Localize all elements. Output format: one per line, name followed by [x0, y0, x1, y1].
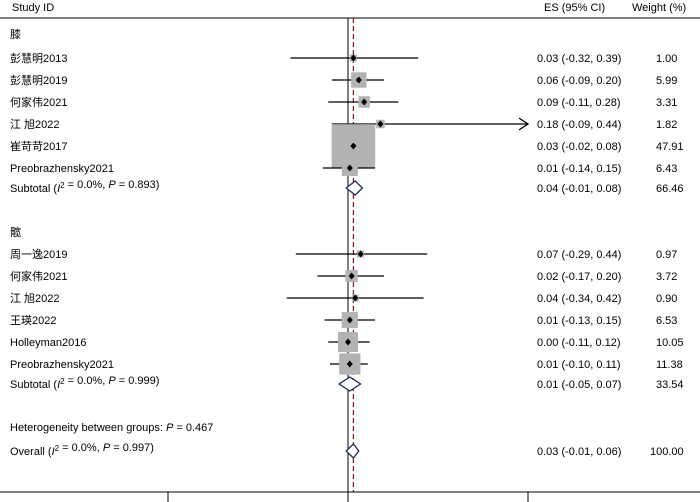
heterogeneity-prefix: Heterogeneity between groups: — [10, 422, 166, 434]
es-ci-text: 0.03 (-0.32, 0.39) — [537, 53, 621, 65]
weight-text: 0.90 — [656, 293, 677, 305]
study-name: 崔苛苛2017 — [10, 139, 67, 153]
stat-i2-symbol: I — [57, 183, 60, 195]
weight-text: 6.43 — [656, 163, 677, 175]
weight-text: 10.05 — [656, 337, 684, 349]
group-label: 髋 — [10, 225, 21, 239]
stat-i2-value: = 0.0%, — [59, 442, 103, 454]
overall-diamond — [345, 443, 360, 459]
point-estimate — [357, 250, 364, 258]
heterogeneity-text: Heterogeneity between groups: P = 0.467 — [10, 422, 213, 434]
heterogeneity-p-value: = 0.467 — [173, 422, 213, 434]
es-ci-text: 0.07 (-0.29, 0.44) — [537, 249, 621, 261]
weight-text: 3.31 — [656, 97, 677, 109]
point-estimate — [346, 360, 353, 368]
stat-label-prefix: Subtotal ( — [10, 183, 57, 195]
ci-arrow — [518, 117, 530, 131]
subtotal-diamond — [337, 376, 362, 392]
weight-text: 47.91 — [656, 141, 684, 153]
es-ci-text: 0.00 (-0.11, 0.12) — [537, 337, 621, 349]
study-name: 江 旭2022 — [10, 291, 60, 305]
study-name: 江 旭2022 — [10, 117, 60, 131]
point-estimate — [350, 142, 357, 150]
subtotal-ci-text: 0.01 (-0.05, 0.07) — [537, 379, 621, 391]
overall-ci-text: 0.03 (-0.01, 0.06) — [537, 446, 621, 458]
study-name: 王瑛2022 — [10, 314, 56, 327]
es-ci-text: 0.02 (-0.17, 0.20) — [537, 271, 621, 283]
es-ci-text: 0.01 (-0.14, 0.15) — [537, 163, 621, 175]
es-ci-text: 0.04 (-0.34, 0.42) — [537, 293, 621, 305]
study-name: 何家伟2021 — [10, 95, 67, 109]
subtotal-weight: 33.54 — [656, 379, 684, 391]
weight-text: 3.72 — [656, 271, 677, 283]
point-estimate — [350, 54, 357, 62]
stat-p-value: = 0.997) — [110, 442, 154, 454]
stat-i2-sup: 2 — [60, 181, 65, 190]
es-ci-text: 0.06 (-0.09, 0.20) — [537, 75, 621, 87]
stat-label-prefix: Overall ( — [10, 446, 52, 458]
heterogeneity-p-symbol: P — [166, 422, 174, 434]
header-es: ES (95% CI) — [544, 2, 605, 14]
subtotal-weight: 66.46 — [656, 183, 684, 195]
stat-i2-sup: 2 — [55, 444, 60, 453]
overall-label: Overall (I2 = 0.0%, P = 0.997) — [10, 442, 154, 458]
study-name: 何家伟2021 — [10, 269, 67, 283]
point-estimate — [355, 76, 362, 84]
subtotal-ci-text: 0.04 (-0.01, 0.08) — [537, 183, 621, 195]
es-ci-text: 0.09 (-0.11, 0.28) — [537, 97, 621, 109]
subtotal-label: Subtotal (I2 = 0.0%, P = 0.999) — [10, 375, 159, 391]
header-study-id: Study ID — [12, 2, 54, 14]
weight-text: 6.53 — [656, 315, 677, 327]
point-estimate — [361, 98, 368, 106]
study-name: 周一逸2019 — [10, 248, 67, 261]
point-estimate — [346, 316, 353, 324]
study-name: Preobrazhensky2021 — [10, 163, 114, 175]
point-estimate — [377, 120, 384, 128]
stat-i2-sup: 2 — [60, 377, 65, 386]
point-estimate — [346, 164, 353, 172]
header-weight: Weight (%) — [632, 2, 686, 14]
weight-text: 1.82 — [656, 119, 677, 131]
stat-i2-value: = 0.0%, — [65, 179, 109, 191]
stat-label-prefix: Subtotal ( — [10, 379, 57, 391]
weight-text: 5.99 — [656, 75, 677, 87]
stat-p-symbol: P — [108, 179, 116, 191]
stat-p-symbol: P — [103, 442, 111, 454]
study-name: Holleyman2016 — [10, 337, 86, 349]
study-name: 彭慧明2019 — [10, 73, 67, 87]
study-name: 彭慧明2013 — [10, 51, 67, 65]
weight-text: 0.97 — [656, 249, 677, 261]
stat-i2-value: = 0.0%, — [65, 375, 109, 387]
es-ci-text: 0.01 (-0.13, 0.15) — [537, 315, 621, 327]
weight-text: 1.00 — [656, 53, 677, 65]
subtotal-label: Subtotal (I2 = 0.0%, P = 0.893) — [10, 179, 159, 195]
subtotal-diamond — [345, 180, 364, 196]
es-ci-text: 0.03 (-0.02, 0.08) — [537, 141, 621, 153]
overall-weight: 100.00 — [650, 446, 684, 458]
stat-i2-symbol: I — [57, 379, 60, 391]
stat-p-value: = 0.999) — [116, 375, 160, 387]
point-estimate — [348, 272, 355, 280]
point-estimate — [345, 338, 351, 346]
group-label: 膝 — [10, 28, 21, 41]
stat-p-symbol: P — [108, 375, 116, 387]
weight-text: 11.38 — [656, 359, 683, 371]
stat-i2-symbol: I — [52, 446, 55, 458]
es-ci-text: 0.18 (-0.09, 0.44) — [537, 119, 621, 131]
study-name: Preobrazhensky2021 — [10, 359, 114, 371]
stat-p-value: = 0.893) — [116, 179, 160, 191]
point-estimate — [352, 294, 359, 302]
es-ci-text: 0.01 (-0.10, 0.11) — [537, 359, 621, 371]
